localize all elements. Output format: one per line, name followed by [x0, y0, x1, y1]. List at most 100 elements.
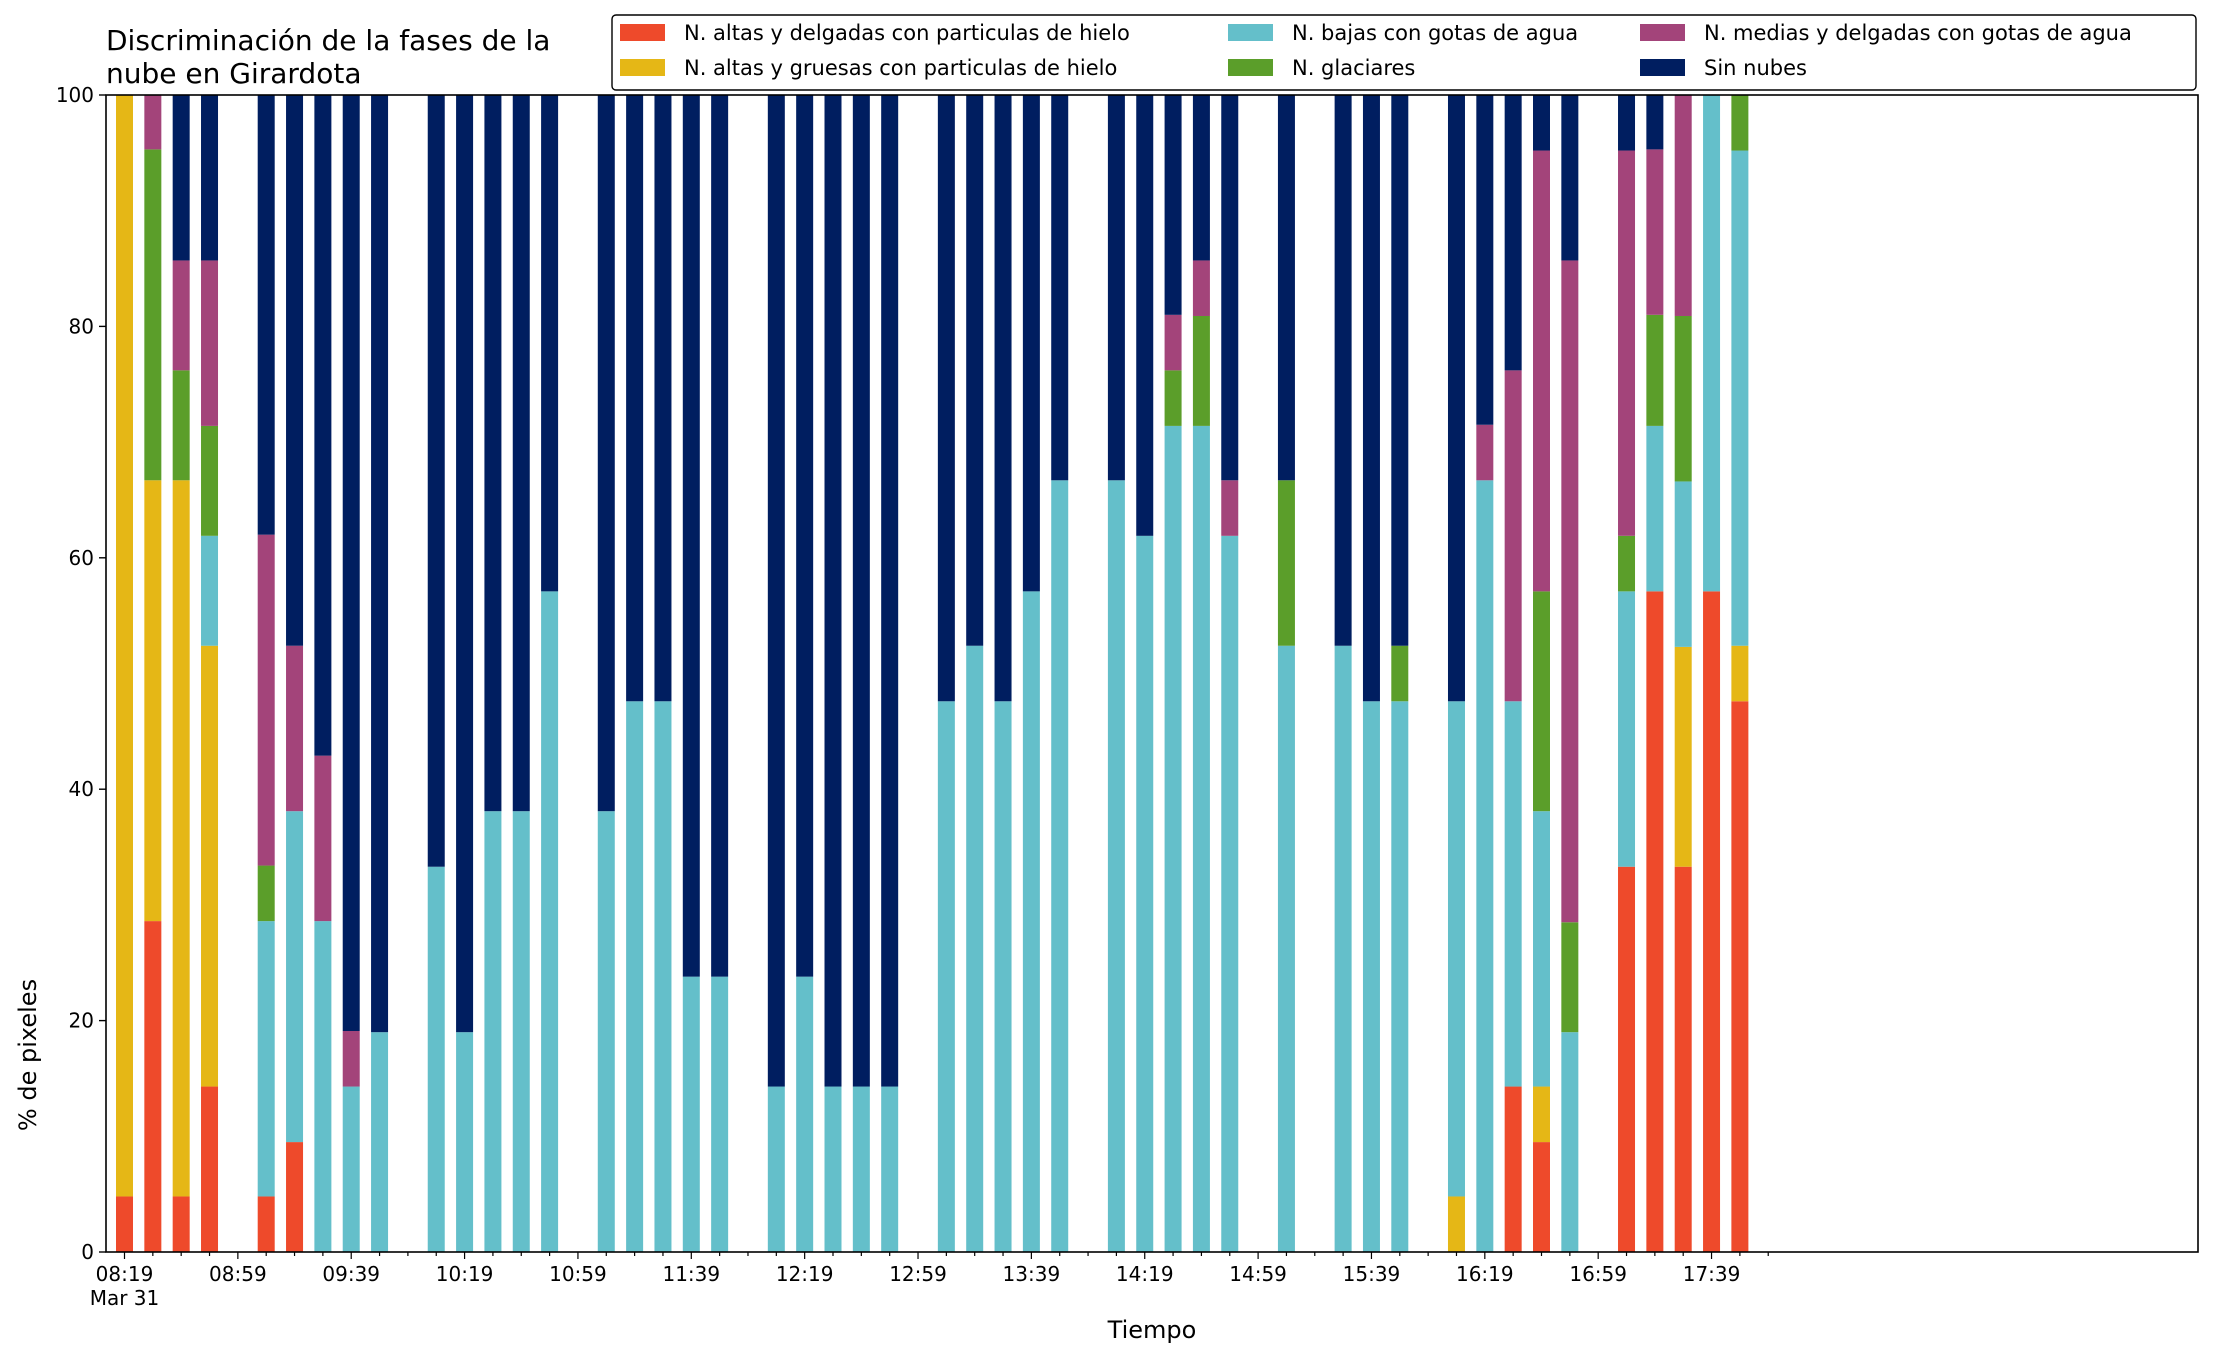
- bar-segment-sin_nubes-1149: [711, 95, 729, 977]
- bar-segment-medias_delgadas-1649: [1561, 260, 1579, 923]
- bar-segment-sin_nubes-1339: [1022, 95, 1040, 592]
- bar-segment-glaciares-0839: [172, 370, 190, 481]
- bar-segment-sin_nubes-1209: [767, 95, 785, 1087]
- y-tick-label: 80: [69, 314, 94, 338]
- bar-segment-glaciares-1509: [1277, 480, 1295, 646]
- bar-segment-sin_nubes-1049: [541, 95, 559, 592]
- plot-area-frame: [105, 94, 2199, 1253]
- bar-segment-altas_gruesas-0849: [201, 645, 219, 1087]
- bar-segment-bajas_agua-1109: [597, 811, 615, 1252]
- y-tick-label: 20: [69, 1009, 94, 1033]
- bar-segment-medias_delgadas-1619: [1476, 424, 1494, 481]
- bar-segment-bajas_agua-0949: [371, 1032, 389, 1252]
- x-tick-label: 11:39: [662, 1262, 720, 1286]
- legend-swatch-altas_gruesas: [620, 59, 665, 76]
- bar-segment-bajas_agua-0939: [342, 1086, 360, 1252]
- bar-segment-bajas_agua-1529: [1334, 645, 1352, 1252]
- x-tick-label: 10:59: [549, 1262, 607, 1286]
- x-axis-label: Tiempo: [1107, 1316, 1197, 1344]
- bar-segment-sin_nubes-0939: [342, 95, 360, 1032]
- bar-segment-medias_delgadas-1449: [1221, 480, 1239, 536]
- bar-segment-sin_nubes-1549: [1391, 95, 1409, 646]
- bar-segment-sin_nubes-1029: [484, 95, 502, 812]
- bar-segment-medias_delgadas-1439: [1192, 260, 1210, 316]
- bar-segment-glaciares-1639: [1533, 591, 1550, 812]
- bar-segment-glaciares-1649: [1561, 922, 1579, 1033]
- bar-segment-sin_nubes-1629: [1504, 95, 1522, 371]
- bar-segment-altas_delgadas-0849: [201, 1086, 219, 1252]
- bar-segment-glaciares-1549: [1391, 645, 1409, 702]
- bar-segment-bajas_agua-1019: [456, 1032, 474, 1252]
- bar-segment-glaciares-1709: [1618, 535, 1636, 592]
- bar-segment-medias_delgadas-1629: [1504, 370, 1522, 702]
- bar-segment-altas_delgadas-1639: [1533, 1142, 1550, 1252]
- bar-segment-bajas_agua-1339: [1022, 591, 1040, 1252]
- bar-segment-bajas_agua-0849: [201, 535, 219, 646]
- bar-segment-bajas_agua-1409: [1107, 480, 1125, 1252]
- legend-label-glaciares: N. glaciares: [1292, 56, 1415, 80]
- bar-segment-glaciares-1729: [1674, 315, 1692, 482]
- bar-segment-bajas_agua-0929: [314, 921, 332, 1252]
- bar-segment-bajas_agua-1329: [994, 701, 1012, 1252]
- bar-segment-bajas_agua-1009: [427, 866, 445, 1252]
- bar-segment-medias_delgadas-0919: [286, 645, 304, 812]
- bar-segment-sin_nubes-0849: [201, 95, 219, 261]
- bar-segment-bajas_agua-0919: [286, 811, 304, 1143]
- bar-segment-sin_nubes-1539: [1362, 95, 1380, 702]
- bar-segment-sin_nubes-1329: [994, 95, 1012, 702]
- bar-segment-sin_nubes-1509: [1277, 95, 1295, 481]
- bar-segment-bajas_agua-1709: [1618, 591, 1636, 867]
- legend-swatch-sin_nubes: [1640, 59, 1685, 76]
- legend-label-altas_gruesas: N. altas y gruesas con particulas de hie…: [684, 56, 1117, 80]
- bar-segment-bajas_agua-1619: [1476, 480, 1494, 1252]
- bar-segment-sin_nubes-1639: [1533, 95, 1550, 151]
- bar-segment-sin_nubes-0919: [286, 95, 304, 646]
- bar-segment-altas_delgadas-1709: [1618, 866, 1636, 1252]
- bar-segment-sin_nubes-1719: [1646, 95, 1664, 150]
- bar-segment-bajas_agua-1419: [1136, 535, 1154, 1252]
- bar-segment-sin_nubes-1449: [1221, 95, 1239, 481]
- bar-segment-sin_nubes-1129: [654, 95, 672, 702]
- bar-segment-bajas_agua-1249: [881, 1086, 899, 1252]
- chart-title-line-2: nube en Girardota: [106, 57, 361, 90]
- legend-label-sin_nubes: Sin nubes: [1704, 56, 1807, 80]
- bar-segment-bajas_agua-1629: [1504, 701, 1522, 1087]
- bar-segment-bajas_agua-1649: [1561, 1032, 1579, 1252]
- legend-swatch-medias_delgadas: [1640, 24, 1685, 41]
- legend-swatch-altas_delgadas: [620, 24, 665, 41]
- x-tick-label: 17:39: [1683, 1262, 1741, 1286]
- bar-segment-sin_nubes-1349: [1051, 95, 1069, 481]
- bar-segment-sin_nubes-0949: [371, 95, 389, 1033]
- legend-swatch-glaciares: [1228, 59, 1273, 76]
- bar-segment-altas_gruesas-1639: [1533, 1086, 1550, 1143]
- bar-segment-glaciares-0849: [201, 425, 219, 536]
- x-tick-label: 12:19: [776, 1262, 834, 1286]
- legend: N. altas y delgadas con particulas de hi…: [611, 14, 2197, 91]
- bar-segment-sin_nubes-1429: [1164, 95, 1182, 315]
- bar-segment-sin_nubes-1309: [937, 95, 955, 702]
- bar-segment-medias_delgadas-0909: [257, 534, 275, 866]
- bar-segment-sin_nubes-1019: [456, 95, 474, 1033]
- bar-segment-bajas_agua-1509: [1277, 645, 1295, 1252]
- bar-segment-sin_nubes-1609: [1447, 95, 1465, 702]
- bar-segment-sin_nubes-0909: [257, 95, 275, 535]
- x-tick-label: 09:39: [322, 1262, 380, 1286]
- legend-swatch-bajas_agua: [1228, 24, 1273, 41]
- bar-segment-bajas_agua-1209: [767, 1086, 785, 1252]
- bar-segment-bajas_agua-1309: [937, 701, 955, 1252]
- bar-segment-medias_delgadas-1709: [1618, 150, 1636, 536]
- bar-segment-bajas_agua-1149: [711, 976, 729, 1252]
- y-tick-label: 40: [69, 777, 94, 801]
- bar-segment-glaciares-0829: [144, 149, 162, 481]
- bar-segment-sin_nubes-1709: [1618, 95, 1636, 151]
- bar-segment-altas_delgadas-0919: [286, 1142, 304, 1252]
- x-tick-label: 10:19: [436, 1262, 494, 1286]
- x-tick-label: 08:19: [96, 1262, 154, 1286]
- x-tick-label: 13:39: [1003, 1262, 1061, 1286]
- bar-segment-altas_delgadas-1739: [1703, 591, 1721, 1252]
- x-tick-label: 14:59: [1229, 1262, 1287, 1286]
- bar-segment-sin_nubes-1249: [881, 95, 899, 1087]
- bar-segment-sin_nubes-1119: [626, 95, 644, 702]
- bar-segment-altas_delgadas-1729: [1674, 866, 1692, 1252]
